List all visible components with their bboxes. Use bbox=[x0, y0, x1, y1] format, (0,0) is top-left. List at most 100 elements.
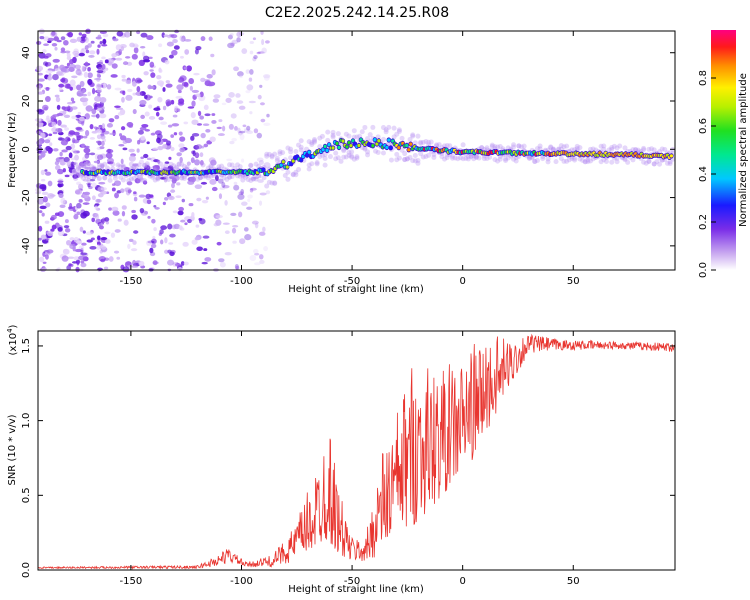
x-tick-label: -150 bbox=[120, 276, 143, 287]
noise-cell bbox=[196, 246, 203, 252]
halo-cell bbox=[449, 155, 455, 161]
noise-cell bbox=[55, 164, 61, 171]
halo-cell bbox=[163, 175, 169, 181]
noise-cell bbox=[117, 218, 122, 222]
noise-cell bbox=[226, 158, 233, 162]
noise-cell bbox=[140, 114, 145, 119]
halo-cell bbox=[471, 156, 477, 162]
halo-cell bbox=[179, 161, 185, 167]
noise-cell bbox=[238, 191, 244, 195]
noise-cell bbox=[86, 239, 93, 243]
noise-cell bbox=[120, 126, 126, 131]
halo-cell bbox=[343, 154, 349, 160]
halo-cell bbox=[418, 139, 424, 145]
noise-cell bbox=[76, 259, 80, 266]
noise-cell bbox=[87, 91, 92, 97]
noise-cell bbox=[45, 69, 53, 74]
noise-cell bbox=[143, 94, 148, 100]
noise-cell bbox=[57, 211, 65, 218]
noise-cell bbox=[157, 159, 161, 164]
noise-cell bbox=[190, 135, 195, 141]
noise-cell bbox=[125, 79, 132, 85]
noise-cell bbox=[194, 93, 202, 98]
halo-cell bbox=[601, 146, 607, 152]
halo-cell bbox=[646, 159, 652, 165]
noise-cell bbox=[169, 233, 176, 238]
noise-cell bbox=[67, 256, 75, 259]
noise-cell bbox=[117, 112, 124, 116]
noise-cell bbox=[127, 243, 131, 250]
halo-cell bbox=[585, 159, 591, 165]
halo-cell bbox=[290, 171, 296, 177]
noise-cell bbox=[237, 131, 243, 136]
halo-cell bbox=[442, 156, 448, 162]
halo-cell bbox=[664, 160, 670, 166]
halo-cell bbox=[630, 157, 636, 163]
noise-cell bbox=[231, 39, 239, 45]
noise-cell bbox=[96, 88, 102, 93]
noise-cell bbox=[38, 210, 43, 214]
noise-cell bbox=[74, 188, 83, 195]
halo-cell bbox=[588, 158, 594, 164]
halo-cell bbox=[293, 172, 299, 178]
noise-cell bbox=[46, 249, 54, 254]
halo-cell bbox=[333, 156, 339, 162]
noise-cell bbox=[41, 191, 49, 196]
noise-cell bbox=[85, 231, 94, 236]
halo-cell bbox=[503, 156, 509, 162]
halo-cell bbox=[248, 162, 254, 168]
noise-cell bbox=[259, 84, 263, 88]
noise-cell bbox=[224, 252, 232, 256]
noise-cell bbox=[93, 126, 98, 129]
y-tick-label: 20 bbox=[21, 95, 32, 108]
noise-cell bbox=[228, 91, 235, 98]
noise-cell bbox=[104, 67, 109, 71]
noise-cell bbox=[131, 214, 138, 220]
halo-cell bbox=[200, 162, 206, 168]
noise-cell bbox=[96, 113, 100, 119]
noise-cell bbox=[151, 218, 156, 224]
noise-cell bbox=[64, 219, 69, 224]
halo-cell bbox=[322, 152, 328, 158]
noise-cell bbox=[91, 217, 96, 223]
noise-cell bbox=[257, 94, 262, 100]
noise-cell bbox=[140, 156, 145, 160]
halo-cell bbox=[484, 145, 490, 151]
noise-cell bbox=[189, 85, 194, 91]
noise-cell bbox=[114, 192, 119, 199]
noise-cell bbox=[70, 161, 75, 168]
halo-cell bbox=[341, 146, 347, 152]
noise-cell bbox=[168, 54, 174, 59]
halo-cell bbox=[495, 158, 501, 164]
noise-cell bbox=[61, 255, 69, 262]
noise-cell bbox=[71, 137, 76, 144]
x-tick-label: -50 bbox=[344, 276, 360, 287]
noise-cell bbox=[245, 90, 251, 94]
noise-cell bbox=[177, 101, 185, 106]
noise-cell bbox=[170, 146, 175, 152]
noise-cell bbox=[70, 97, 75, 102]
halo-cell bbox=[322, 155, 328, 161]
noise-cell bbox=[66, 83, 71, 89]
noise-cell bbox=[149, 69, 154, 72]
noise-cell bbox=[258, 200, 263, 206]
noise-cell bbox=[263, 162, 271, 169]
noise-cell bbox=[49, 194, 56, 197]
halo-cell bbox=[651, 161, 657, 167]
noise-cell bbox=[103, 82, 107, 89]
noise-cell bbox=[96, 176, 101, 182]
noise-cell bbox=[44, 95, 51, 102]
noise-cell bbox=[72, 100, 76, 104]
halo-cell bbox=[516, 143, 522, 149]
colorbar-tick-label: 0.4 bbox=[698, 166, 709, 182]
noise-cell bbox=[236, 100, 244, 104]
noise-cell bbox=[40, 178, 46, 182]
noise-cell bbox=[199, 115, 205, 120]
noise-cell bbox=[217, 133, 225, 136]
halo-cell bbox=[489, 144, 495, 150]
halo-cell bbox=[556, 146, 562, 152]
noise-cell bbox=[114, 180, 122, 187]
noise-cell bbox=[60, 47, 66, 52]
noise-cell bbox=[118, 49, 123, 56]
